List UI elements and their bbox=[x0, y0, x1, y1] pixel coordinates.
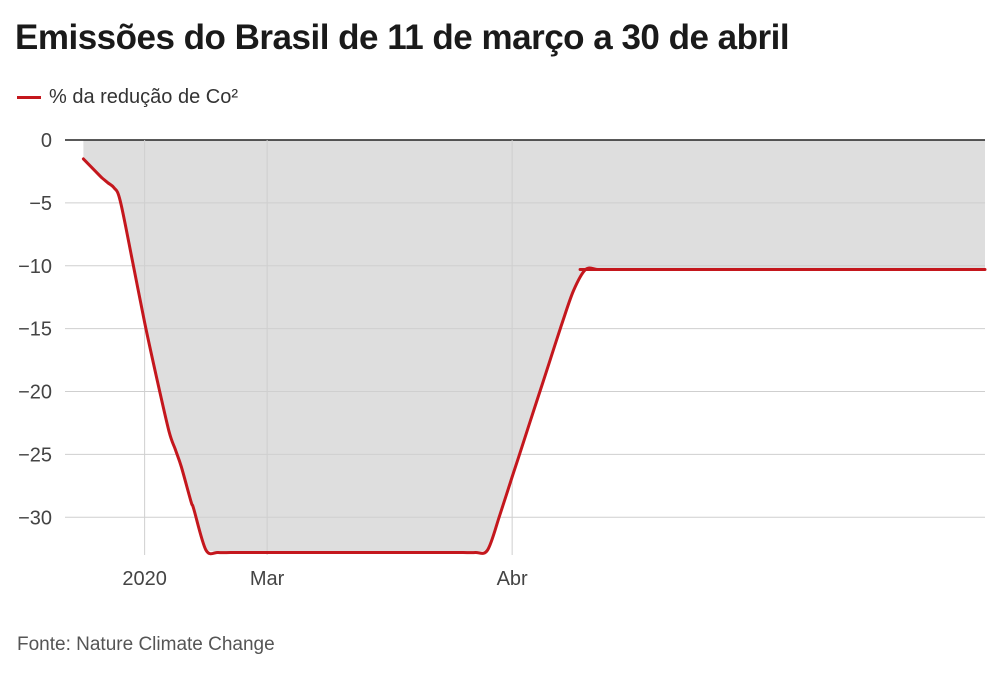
y-tick-label: 0 bbox=[41, 130, 52, 152]
series-area bbox=[83, 140, 986, 553]
x-tick-label: Mar bbox=[250, 568, 285, 590]
y-tick-label: −5 bbox=[29, 193, 52, 215]
chart-title: Emissões do Brasil de 11 de março a 30 d… bbox=[15, 18, 790, 57]
area-layer bbox=[83, 140, 986, 553]
series-line bbox=[81, 157, 987, 556]
y-tick-label: −30 bbox=[18, 507, 52, 529]
x-tick-label: 2020 bbox=[122, 568, 167, 590]
y-tick-label: −25 bbox=[18, 444, 52, 466]
legend-label: % da redução de Co² bbox=[49, 86, 239, 108]
source-note: Fonte: Nature Climate Change bbox=[17, 634, 275, 655]
legend-swatch bbox=[17, 96, 41, 99]
line-layer bbox=[81, 157, 987, 556]
grid-layer bbox=[65, 139, 985, 555]
y-tick-label: −15 bbox=[18, 319, 52, 341]
y-tick-label: −20 bbox=[18, 382, 52, 404]
legend: % da redução de Co² bbox=[17, 86, 238, 109]
tick-labels: 0 −5 −10 −15 −20 −25 −30 2020 Mar Abr bbox=[18, 130, 528, 590]
y-tick-label: −10 bbox=[18, 256, 52, 278]
x-tick-label: Abr bbox=[497, 568, 528, 590]
